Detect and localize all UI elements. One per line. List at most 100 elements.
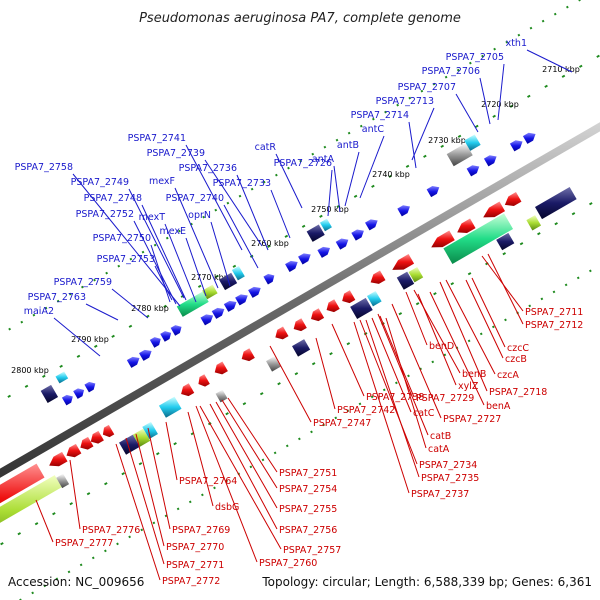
svg-text:antB: antB [337,140,359,151]
map-title: Pseudomonas aeruginosa PA7, complete gen… [139,11,461,26]
forward-gene-block [319,218,332,232]
upper-gene-label: PSPA7_2706 [422,66,491,125]
kbp-label: 2710 kbp [542,65,580,74]
lower-gene-label: PSPA7_2729 [379,315,474,404]
lower-gene-label: PSPA7_2769 [147,427,230,536]
lower-gene-label: PSPA7_2738 [331,323,424,403]
forward-gene-arrow [211,307,225,319]
svg-text:czcC: czcC [507,343,529,354]
svg-text:PSPA7_2737: PSPA7_2737 [411,489,469,500]
forward-gene-block [219,272,238,291]
svg-text:PSPA7_2742: PSPA7_2742 [337,405,395,416]
reverse-gene-arrow [483,201,506,218]
svg-text:PSPA7_2707: PSPA7_2707 [398,82,456,93]
svg-text:PSPA7_2734: PSPA7_2734 [419,460,477,471]
svg-text:PSPA7_2750: PSPA7_2750 [93,233,151,244]
reverse-gene-arrow [326,299,340,313]
kbp-label: 2790 kbp [71,335,109,344]
svg-text:PSPA7_2741: PSPA7_2741 [128,133,186,144]
svg-text:PSPA7_2752: PSPA7_2752 [76,209,134,220]
svg-text:PSPA7_2739: PSPA7_2739 [147,148,205,159]
reverse-gene-arrow [293,318,307,332]
svg-text:mexF: mexF [149,176,175,187]
forward-gene-arrow [285,260,298,272]
forward-gene-arrow [160,331,172,342]
svg-text:PSPA7_2705: PSPA7_2705 [446,52,504,63]
reverse-gene-block [142,421,158,439]
upper-gene-label: PSPA7_2741 [128,133,243,251]
lower-gene-label: PSPA7_2727 [391,303,501,425]
svg-text:PSPA7_2727: PSPA7_2727 [443,414,501,425]
reverse-gene-arrow [102,424,115,438]
svg-text:PSPA7_2706: PSPA7_2706 [422,66,480,77]
kbp-label: 2800 kbp [11,366,49,375]
reverse-gene-arrow [457,218,476,234]
upper-gene-label: PSPA7_2713 [376,96,435,161]
reverse-gene-block [0,463,45,504]
reverse-gene-block [396,271,415,290]
reverse-gene-arrow [90,430,104,444]
svg-text:catA: catA [428,444,450,455]
svg-text:catC: catC [413,408,435,419]
forward-gene-arrow [138,349,152,361]
kbp-label: 2780 kbp [131,304,169,313]
svg-text:PSPA7_2726: PSPA7_2726 [274,158,332,169]
reverse-gene-arrow [214,361,228,375]
reverse-gene-block [292,339,311,357]
svg-text:PSPA7_2764: PSPA7_2764 [179,476,237,487]
forward-gene-arrow [365,219,378,231]
upper-gene-label: maiA2 [24,306,101,357]
lower-gene-label: catB [377,313,451,442]
forward-gene-block [446,143,473,167]
reverse-gene-block [350,297,373,319]
svg-text:maiA2: maiA2 [24,306,54,317]
forward-gene-arrow [317,246,331,258]
svg-text:PSPA7_2740: PSPA7_2740 [166,193,224,204]
forward-gene-arrow [170,325,182,336]
lower-gene-label: benA [429,291,511,412]
svg-text:dsbG: dsbG [215,502,239,513]
upper-gene-label: PSPA7_2739 [147,148,263,247]
reverse-gene-arrow [504,192,522,206]
svg-text:antA: antA [312,154,335,165]
svg-text:PSPA7_2713: PSPA7_2713 [376,96,434,107]
upper-gene-label: PSPA7_2733 [213,178,291,239]
svg-text:PSPA7_2729: PSPA7_2729 [416,393,474,404]
svg-text:mexE: mexE [159,226,186,237]
svg-text:xth1: xth1 [506,38,527,49]
svg-text:PSPA7_2770: PSPA7_2770 [166,542,224,553]
forward-gene-block [464,134,481,151]
svg-text:PSPA7_2776: PSPA7_2776 [82,525,140,536]
lower-gene-label: PSPA7_2772 [115,443,220,587]
upper-gene-label: PSPA7_2758 [15,162,181,307]
svg-text:PSPA7_2777: PSPA7_2777 [55,538,113,549]
genome-summary-text: Topology: circular; Length: 6,588,339 bp… [261,575,592,589]
tick-row-outer-top [8,0,581,331]
forward-gene-arrow [61,394,73,406]
forward-gene-arrow [248,286,261,298]
reverse-gene-block [526,215,542,231]
lower-gene-label: catC [371,317,435,419]
lower-gene-label: PSPA7_2751 [227,397,337,479]
forward-gene-arrow [466,165,480,177]
forward-gene-arrow [235,294,248,306]
reverse-gene-arrow [311,308,325,322]
svg-text:PSPA7_2714: PSPA7_2714 [351,110,409,121]
reverse-gene-arrow [181,383,195,397]
lower-gene-label: PSPA7_2712 [487,253,583,331]
lower-gene-label: xylZ [417,293,479,392]
svg-text:PSPA7_2747: PSPA7_2747 [313,418,371,429]
upper-gene-label: antA [312,154,341,213]
upper-gene-label: mexT [139,212,197,303]
forward-gene-arrow [200,314,214,326]
lower-gene-label: PSPA7_2711 [481,255,583,318]
reverse-gene-arrow [49,451,68,467]
reverse-gene-block [56,473,70,489]
upper-gene-label: oprN [188,210,231,287]
svg-text:PSPA7_2738: PSPA7_2738 [366,392,424,403]
lower-gene-label: benD [405,291,454,352]
svg-text:mexT: mexT [139,212,166,223]
